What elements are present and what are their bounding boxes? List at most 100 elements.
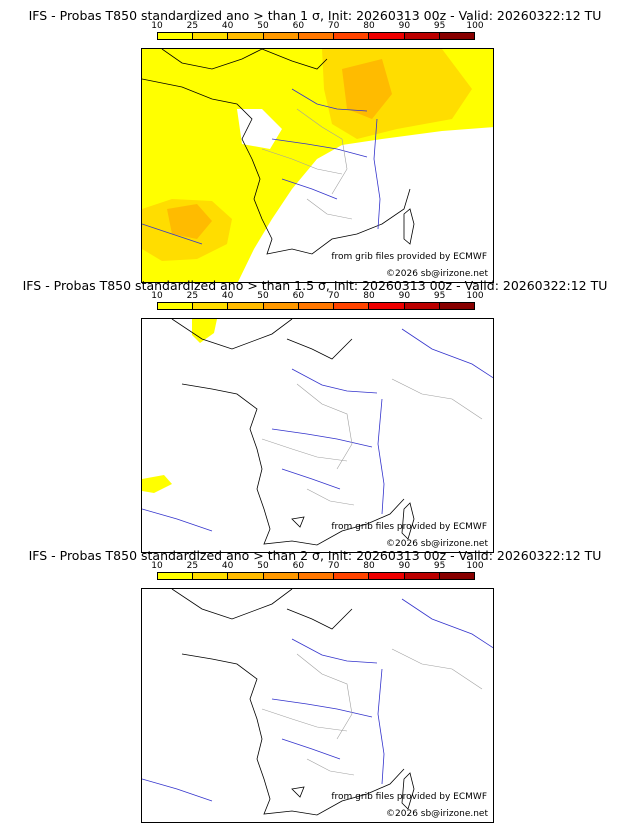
colorbar-segment — [439, 33, 474, 39]
channel-coast — [286, 608, 353, 630]
colorbar-tick-label: 40 — [221, 291, 234, 301]
colorbar-segment — [193, 573, 229, 579]
colorbar-tick-label: 50 — [257, 291, 269, 301]
colorbar-segment — [369, 573, 405, 579]
colorbar-tick-label: 40 — [221, 21, 234, 31]
prob-area-yellow-sw — [142, 475, 172, 493]
colorbar-segment — [158, 33, 194, 39]
uk-coast — [161, 49, 263, 70]
probability-map: from grib files provided by ECMWF ©2026 … — [141, 588, 494, 823]
colorbar-tick-label: 95 — [433, 291, 446, 301]
colorbar-tick-label: 10 — [151, 291, 163, 301]
colorbar-segment — [404, 303, 440, 309]
colorbar-tick-label: 70 — [327, 561, 340, 571]
colorbar-segment — [228, 303, 264, 309]
bay-islands — [291, 516, 305, 528]
colorbar-tick-label: 50 — [257, 21, 269, 31]
colorbar-segment — [334, 573, 370, 579]
colorbar-tick-label: 80 — [363, 561, 375, 571]
colorbar-tick-label: 25 — [186, 291, 199, 301]
colorbar-segment — [334, 33, 370, 39]
france-coast — [181, 653, 405, 816]
colorbar-segment — [263, 303, 299, 309]
borders — [261, 108, 353, 220]
rivers — [142, 328, 493, 532]
colorbar-tick-label: 95 — [433, 561, 446, 571]
colorbar-segment — [263, 33, 299, 39]
panel-title: IFS - Probas T850 standardized ano > tha… — [28, 548, 602, 563]
colorbar-segment — [369, 303, 405, 309]
colorbar — [157, 572, 475, 580]
colorbar-segment — [404, 33, 440, 39]
colorbar-segment — [439, 303, 474, 309]
colorbar-tick-label: 70 — [327, 21, 340, 31]
colorbar-segment — [334, 303, 370, 309]
channel-coast — [286, 338, 353, 360]
borders — [261, 648, 483, 776]
rivers — [142, 598, 493, 802]
credit-copyright: ©2026 sb@irizone.net — [386, 539, 488, 549]
panel-1: IFS - Probas T850 standardized ano > tha… — [0, 8, 630, 283]
colorbar-segment — [228, 33, 264, 39]
colorbar-segment — [298, 303, 335, 309]
colorbar-tick-label: 60 — [292, 291, 305, 301]
map-graphic — [142, 319, 493, 546]
borders — [261, 378, 483, 506]
colorbar-segment — [193, 303, 229, 309]
coastlines — [142, 49, 415, 255]
france-coast — [181, 383, 405, 546]
colorbar-segment — [228, 573, 264, 579]
probability-fill — [142, 319, 217, 493]
prob-area-yellow — [192, 319, 217, 343]
colorbar-tick-label: 50 — [257, 561, 269, 571]
france-coast — [142, 78, 411, 255]
gap-white — [237, 109, 282, 149]
bay-islands — [291, 786, 305, 798]
colorbar-tick-label: 100 — [466, 21, 484, 31]
probability-map: from grib files provided by ECMWF ©2026 … — [141, 318, 494, 553]
coastlines — [171, 319, 415, 546]
rivers — [142, 88, 381, 245]
prob-area-orange — [342, 59, 392, 119]
colorbar-tick-label: 100 — [466, 291, 484, 301]
credit-source: from grib files provided by ECMWF — [331, 522, 487, 532]
colorbar — [157, 32, 475, 40]
colorbar-segment — [158, 573, 194, 579]
colorbar-tick-label: 25 — [186, 21, 199, 31]
corsica — [401, 772, 415, 810]
colorbar — [157, 302, 475, 310]
colorbar-segment — [193, 33, 229, 39]
colorbar-segment — [439, 573, 474, 579]
colorbar-tick-label: 10 — [151, 561, 163, 571]
colorbar-tick-label: 60 — [292, 561, 305, 571]
colorbar-tick-label: 90 — [398, 291, 411, 301]
panel-title: IFS - Probas T850 standardized ano > tha… — [22, 278, 608, 293]
colorbar-tick-label: 90 — [398, 561, 411, 571]
colorbar-segment — [263, 573, 299, 579]
colorbar-segment — [298, 33, 335, 39]
colorbar-tick-label: 25 — [186, 561, 199, 571]
channel-coast — [261, 49, 328, 70]
colorbar-segment — [404, 573, 440, 579]
colorbar-tick-label: 100 — [466, 561, 484, 571]
prob-area-orange-west — [167, 204, 212, 239]
colorbar-segment — [369, 33, 405, 39]
colorbar-tick-label: 80 — [363, 291, 375, 301]
colorbar-tick-label: 95 — [433, 21, 446, 31]
map-graphic — [142, 589, 493, 816]
probability-map: from grib files provided by ECMWF ©2026 … — [141, 48, 494, 283]
coastlines — [171, 589, 415, 816]
colorbar-tick-label: 10 — [151, 21, 163, 31]
corsica — [401, 502, 415, 540]
colorbar-tick-label: 60 — [292, 21, 305, 31]
colorbar-tick-label: 40 — [221, 561, 234, 571]
panel-3: IFS - Probas T850 standardized ano > tha… — [0, 548, 630, 823]
credit-source: from grib files provided by ECMWF — [331, 252, 487, 262]
colorbar-tick-label: 80 — [363, 21, 375, 31]
credit-copyright: ©2026 sb@irizone.net — [386, 269, 488, 279]
credit-copyright: ©2026 sb@irizone.net — [386, 809, 488, 819]
colorbar-segment — [298, 573, 335, 579]
panel-2: IFS - Probas T850 standardized ano > tha… — [0, 278, 630, 553]
uk-coast — [171, 319, 293, 350]
uk-coast — [171, 589, 293, 620]
